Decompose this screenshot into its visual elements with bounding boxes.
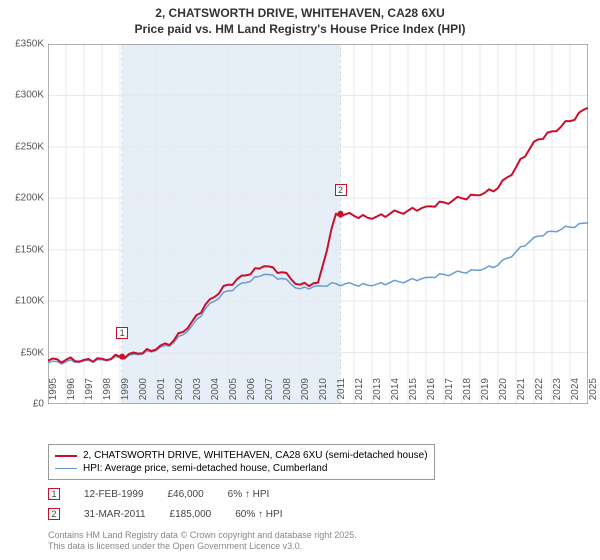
marker-delta-2: 60% ↑ HPI [235,509,282,520]
x-tick-label: 1999 [120,378,131,408]
x-tick-label: 2014 [390,378,401,408]
marker-detail-2: 2 31-MAR-2011 £185,000 60% ↑ HPI [48,508,282,520]
marker-badge-1: 1 [48,488,60,500]
legend-label-blue: HPI: Average price, semi-detached house,… [83,463,327,474]
y-tick-label: £250K [0,141,44,152]
chart-marker-badge: 1 [116,327,128,339]
marker-price-2: £185,000 [170,509,212,520]
x-tick-label: 2010 [318,378,329,408]
chart-area: £0£50K£100K£150K£200K£250K£300K£350K1995… [48,44,588,404]
x-tick-label: 2003 [192,378,203,408]
y-tick-label: £50K [0,347,44,358]
y-tick-label: £150K [0,244,44,255]
footer-attribution: Contains HM Land Registry data © Crown c… [48,530,357,552]
legend-swatch-blue [55,468,77,469]
x-tick-label: 2002 [174,378,185,408]
x-tick-label: 2006 [246,378,257,408]
x-tick-label: 2015 [408,378,419,408]
y-tick-label: £300K [0,90,44,101]
x-tick-label: 2016 [426,378,437,408]
x-tick-label: 2023 [552,378,563,408]
x-tick-label: 2012 [354,378,365,408]
x-tick-label: 1998 [102,378,113,408]
x-tick-label: 2013 [372,378,383,408]
x-tick-label: 2020 [498,378,509,408]
legend-label-red: 2, CHATSWORTH DRIVE, WHITEHAVEN, CA28 6X… [83,450,428,461]
legend: 2, CHATSWORTH DRIVE, WHITEHAVEN, CA28 6X… [48,444,435,480]
x-tick-label: 1996 [66,378,77,408]
x-tick-label: 2017 [444,378,455,408]
x-tick-label: 2018 [462,378,473,408]
x-tick-label: 2007 [264,378,275,408]
x-tick-label: 2025 [588,378,599,408]
x-tick-label: 2009 [300,378,311,408]
marker-date-1: 12-FEB-1999 [84,489,143,500]
title-line1: 2, CHATSWORTH DRIVE, WHITEHAVEN, CA28 6X… [0,6,600,22]
x-tick-label: 2005 [228,378,239,408]
marker-price-1: £46,000 [167,489,203,500]
x-tick-label: 1997 [84,378,95,408]
chart-marker-badge: 2 [335,184,347,196]
line-chart [48,44,588,404]
x-tick-label: 2022 [534,378,545,408]
x-tick-label: 2024 [570,378,581,408]
legend-swatch-red [55,455,77,457]
title-line2: Price paid vs. HM Land Registry's House … [0,22,600,38]
footer-line1: Contains HM Land Registry data © Crown c… [48,530,357,541]
marker-date-2: 31-MAR-2011 [84,509,146,520]
x-tick-label: 2021 [516,378,527,408]
marker-badge-2: 2 [48,508,60,520]
y-tick-label: £200K [0,193,44,204]
y-tick-label: £100K [0,296,44,307]
y-tick-label: £350K [0,39,44,50]
marker-detail-1: 1 12-FEB-1999 £46,000 6% ↑ HPI [48,488,269,500]
x-tick-label: 2000 [138,378,149,408]
x-tick-label: 2001 [156,378,167,408]
x-tick-label: 2011 [336,378,347,408]
chart-title: 2, CHATSWORTH DRIVE, WHITEHAVEN, CA28 6X… [0,0,600,41]
footer-line2: This data is licensed under the Open Gov… [48,541,357,552]
y-tick-label: £0 [0,399,44,410]
legend-item-red: 2, CHATSWORTH DRIVE, WHITEHAVEN, CA28 6X… [55,449,428,462]
x-tick-label: 1995 [48,378,59,408]
x-tick-label: 2004 [210,378,221,408]
legend-item-blue: HPI: Average price, semi-detached house,… [55,462,428,475]
x-tick-label: 2019 [480,378,491,408]
x-tick-label: 2008 [282,378,293,408]
marker-delta-1: 6% ↑ HPI [228,489,270,500]
